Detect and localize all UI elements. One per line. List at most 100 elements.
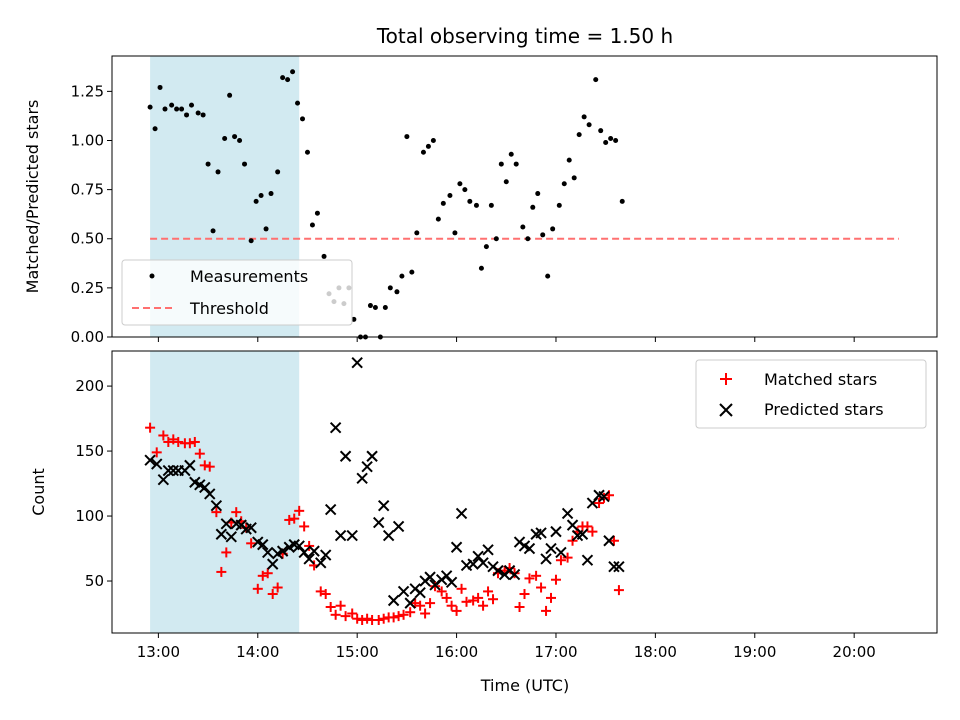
bot-ytick-label-1: 100 [75, 507, 104, 525]
bot-series0-point-28 [294, 505, 305, 516]
top-series0-point-59 [457, 181, 463, 187]
top-ytick-label-5: 1.25 [71, 82, 104, 100]
bot-series1-point-51 [414, 587, 426, 599]
bot-ytick-label-2: 150 [75, 442, 104, 460]
bot-series1-point-34 [324, 503, 337, 516]
bot-series0-point-84 [587, 526, 598, 537]
bot-series0-point-57 [446, 600, 457, 611]
bot-series1-point-87 [603, 535, 615, 547]
bot-series1-point-47 [392, 520, 405, 533]
bot-series0-point-0 [145, 422, 156, 433]
top-series0-point-80 [566, 157, 572, 163]
top-series0-point-25 [280, 75, 286, 81]
legend-threshold-label: Threshold [189, 299, 269, 318]
bot-series0-point-77 [550, 574, 561, 585]
bot-series1-point-13 [215, 528, 228, 540]
top-series0-point-48 [399, 273, 405, 279]
bot-series1-point-7 [184, 459, 196, 472]
bot-series1-point-41 [361, 460, 373, 473]
top-series0-point-12 [210, 228, 216, 234]
bot-series1-point-63 [477, 557, 489, 569]
bot-series1-point-72 [523, 542, 536, 555]
bot-series1-point-66 [492, 564, 504, 577]
bot-series0-point-33 [320, 589, 331, 600]
top-series0-point-87 [603, 139, 609, 145]
bot-series1-point-3 [162, 464, 175, 477]
bot-series0-point-23 [267, 589, 278, 600]
bot-series0-point-29 [299, 521, 310, 532]
top-series0-point-67 [498, 161, 504, 167]
bot-series0-point-49 [405, 607, 416, 618]
top-series0-point-28 [295, 100, 301, 106]
bottom-x-axis-label: Time (UTC) [480, 676, 569, 695]
top-series0-point-29 [300, 116, 306, 122]
bot-series1-point-29 [298, 546, 310, 559]
top-series0-point-79 [561, 181, 567, 187]
bot-series0-point-11 [204, 461, 215, 472]
top-series0-point-8 [189, 102, 195, 108]
top-series0-point-43 [372, 305, 378, 311]
bottom-shaded-span [150, 351, 300, 633]
top-series0-point-26 [285, 77, 291, 83]
bot-series1-point-64 [482, 544, 494, 556]
bottom-y-axis-label: Count [29, 468, 48, 516]
bot-series0-point-43 [373, 615, 384, 626]
top-series0-point-18 [242, 161, 248, 167]
bot-series1-point-44 [377, 499, 390, 512]
bot-series1-point-69 [508, 568, 521, 581]
bot-series1-point-2 [157, 473, 170, 486]
top-ytick-label-2: 0.50 [71, 230, 104, 248]
legend-predicted-marker [719, 403, 733, 417]
top-series0-point-71 [520, 224, 526, 230]
bot-series1-point-80 [566, 519, 579, 531]
xtick-label-4: 17:00 [534, 643, 577, 661]
top-series0-point-61 [467, 198, 473, 204]
bot-series0-point-38 [347, 608, 358, 619]
bot-series0-point-73 [531, 570, 542, 581]
top-series0-point-45 [382, 305, 388, 311]
bot-ytick-label-3: 200 [75, 377, 104, 395]
top-series0-point-23 [268, 191, 274, 197]
bot-series1-point-1 [151, 458, 163, 470]
bot-series0-point-74 [536, 582, 547, 593]
top-ytick-label-3: 0.75 [71, 181, 104, 199]
bot-series1-point-54 [429, 579, 441, 591]
top-series0-point-27 [290, 69, 296, 75]
top-series0-point-75 [540, 232, 546, 238]
top-series0-point-56 [440, 200, 446, 206]
bot-series1-point-15 [225, 531, 237, 543]
bot-series0-point-62 [473, 592, 484, 603]
bot-series0-point-20 [252, 583, 263, 594]
bot-series0-point-9 [194, 448, 205, 459]
xtick-label-1: 14:00 [236, 643, 279, 661]
bot-series1-point-79 [561, 507, 574, 520]
bot-series1-point-77 [550, 525, 562, 538]
top-ytick-label-4: 1.00 [71, 131, 104, 149]
bot-series1-point-10 [199, 481, 211, 494]
bot-series0-point-56 [441, 592, 452, 603]
bot-series1-point-36 [334, 529, 347, 542]
bot-series1-point-86 [598, 490, 610, 503]
top-series0-point-33 [321, 253, 327, 259]
xtick-label-2: 15:00 [336, 643, 379, 661]
bot-series0-point-71 [519, 589, 530, 600]
top-series0-point-89 [613, 137, 619, 143]
top-series0-point-60 [462, 187, 468, 193]
bot-series1-point-11 [204, 488, 216, 500]
bottom-legend: Matched stars Predicted stars [695, 359, 927, 429]
bottom-y-ticks: 50 100 150 200 [75, 377, 112, 590]
top-series0-point-66 [493, 236, 499, 242]
bot-series0-point-12 [211, 507, 222, 518]
bottom-panel: 50 100 150 200 13:00 14:00 15:00 16:00 17:00 18:… [29, 350, 938, 695]
xtick-label-5: 18:00 [634, 643, 677, 661]
bot-series0-point-59 [456, 583, 467, 594]
bot-series0-point-39 [352, 613, 363, 624]
top-series0-point-46 [387, 285, 393, 291]
bot-series1-point-78 [555, 546, 567, 559]
bot-series0-point-34 [325, 602, 336, 613]
bot-series0-point-13 [216, 566, 227, 577]
top-series0-point-76 [545, 273, 551, 279]
bot-series1-point-0 [144, 454, 156, 466]
legend-matched-label: Matched stars [764, 370, 877, 389]
bot-series1-point-46 [387, 594, 400, 607]
